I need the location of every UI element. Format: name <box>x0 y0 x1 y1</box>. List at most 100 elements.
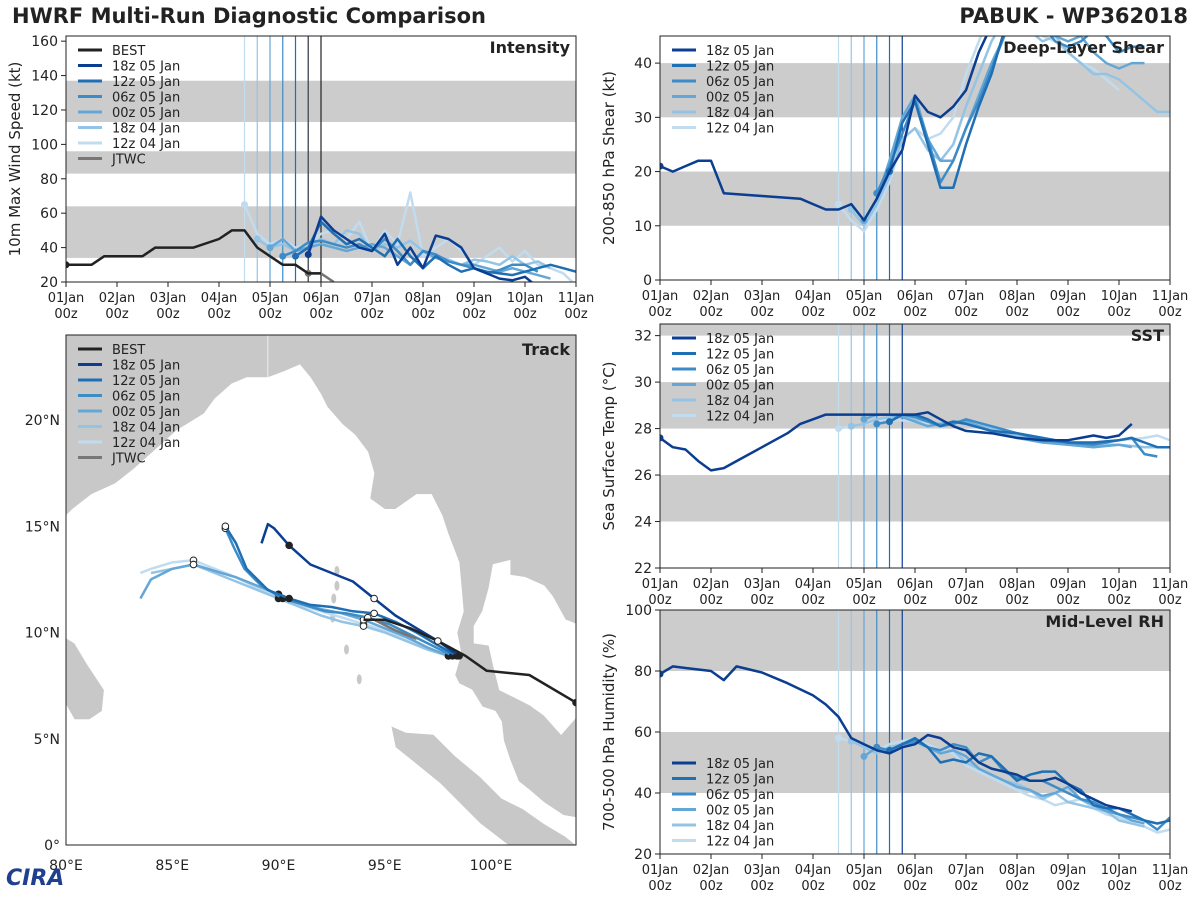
y-tick-label: 20 <box>634 165 652 181</box>
x-tick-label-hour: 00z <box>852 593 876 608</box>
series-start-point <box>835 734 842 742</box>
legend-label: 12z 05 Jan <box>706 60 774 75</box>
x-tick-label-hour: 00z <box>462 307 486 322</box>
x-tick-label-hour: 00z <box>1056 879 1080 894</box>
legend-label: 12z 05 Jan <box>706 348 774 363</box>
y-tick-label: 10 <box>634 219 652 235</box>
track-line-jtwc <box>373 618 418 641</box>
x-tick-label-day: 04Jan <box>201 291 238 306</box>
series-line-12z-04-jan <box>243 191 575 282</box>
y-tick-label: 80 <box>40 172 58 188</box>
y-tick-label: 20 <box>40 275 58 291</box>
chart-sst: 22242628303201Jan00z02Jan00z03Jan00z04Ja… <box>600 323 1188 608</box>
series-start-point <box>660 162 664 170</box>
x-tick-label-hour: 00z <box>750 305 774 320</box>
panel-title: Mid-Level RH <box>1045 612 1164 631</box>
island-5 <box>356 674 362 685</box>
y-tick-label: 80 <box>634 664 652 680</box>
series-line-18z-05-jan <box>660 665 1133 813</box>
track-line-18z-04-jan <box>150 563 449 658</box>
cira-logo-icon: CIRA <box>6 866 64 891</box>
x-tick-label-day: 07Jan <box>948 577 985 592</box>
legend-label: BEST <box>112 343 145 358</box>
x-tick-label-hour: 00z <box>54 307 78 322</box>
x-tick-label-day: 10Jan <box>507 291 544 306</box>
track-point <box>370 594 378 603</box>
shaded-band-1 <box>660 610 1170 671</box>
legend-label: 18z 04 Jan <box>112 122 180 137</box>
series-start-point <box>660 434 664 442</box>
x-tick-label-day: 02Jan <box>99 291 136 306</box>
x-tick-label-hour: 00z <box>156 307 180 322</box>
legend-label: 18z 04 Jan <box>706 819 774 834</box>
track-point <box>285 594 293 603</box>
x-tick-label-day: 02Jan <box>693 863 730 878</box>
x-tick-label-day: 01Jan <box>642 863 679 878</box>
x-tick-label-day: 11Jan <box>558 291 595 306</box>
x-tick-label-hour: 00z <box>903 305 927 320</box>
series-line-18z-05-jan <box>660 36 988 222</box>
series-line-12z-05-jan <box>294 220 576 277</box>
series-line-best <box>66 229 321 275</box>
plot-area <box>660 610 1170 854</box>
mainland-se-asia-land <box>267 335 576 818</box>
x-tick-label-hour: 00z <box>750 879 774 894</box>
series-start-point <box>66 261 70 269</box>
legend-label: 00z 05 Jan <box>706 804 774 819</box>
y-tick-label: 26 <box>634 468 652 484</box>
track-line-12z-04-jan <box>139 559 449 658</box>
legend-label: BEST <box>112 44 145 59</box>
y-tick-label: 40 <box>40 241 58 257</box>
chart-shear: 01020304001Jan00z02Jan00z03Jan00z04Jan00… <box>600 35 1188 320</box>
storm-title: PABUK - WP362018 <box>959 4 1188 28</box>
track-point <box>221 522 230 531</box>
y-axis-label: 10m Max Wind Speed (kt) <box>6 62 24 257</box>
series-line-12z-05-jan <box>888 736 1170 825</box>
legend-label: 00z 05 Jan <box>706 379 774 394</box>
x-tick-label-hour: 00z <box>1158 305 1182 320</box>
x-tick-label-day: 09Jan <box>1050 577 1087 592</box>
track-point <box>285 541 293 550</box>
panel-title: Intensity <box>490 38 571 57</box>
x-tick-label-day: 08Jan <box>999 577 1036 592</box>
y-tick-label: 30 <box>634 110 652 126</box>
y-tick-label: 100 <box>625 603 652 619</box>
track-point <box>572 698 576 707</box>
x-tick-label-day: 08Jan <box>999 289 1036 304</box>
x-tick-label-hour: 00z <box>258 307 282 322</box>
legend-label: 06z 05 Jan <box>706 75 774 90</box>
x-tick-label-hour: 00z <box>648 305 672 320</box>
y-axis-label: Sea Surface Temp (°C) <box>600 361 618 530</box>
x-tick-label-hour: 00z <box>1107 305 1131 320</box>
x-tick-label-hour: 00z <box>1056 305 1080 320</box>
shaded-band-0 <box>660 171 1170 226</box>
series-start-point <box>304 250 312 258</box>
x-tick-label-day: 05Jan <box>846 289 883 304</box>
legend-label: 18z 04 Jan <box>706 106 774 121</box>
x-tick-label-hour: 00z <box>1107 593 1131 608</box>
island-2 <box>331 593 337 604</box>
legend-label: 12z 04 Jan <box>112 436 180 451</box>
x-tick-label-day: 11Jan <box>1152 863 1189 878</box>
lat-tick-label: 10°N <box>25 626 60 642</box>
legend-label: 12z 05 Jan <box>112 75 180 90</box>
legend-label: 06z 05 Jan <box>112 390 180 405</box>
shaded-band-2 <box>660 324 1170 336</box>
series-start-point <box>886 418 893 426</box>
chart-intensity: 2040608010012014016001Jan00z02Jan00z03Ja… <box>6 34 595 322</box>
legend-label: JTWC <box>111 452 146 467</box>
legend-label: 00z 05 Jan <box>112 405 180 420</box>
lon-tick-label: 80°E <box>49 858 83 874</box>
x-tick-label-day: 09Jan <box>456 291 493 306</box>
map-frame <box>65 334 577 846</box>
series-start-point <box>279 252 287 260</box>
x-tick-label-hour: 00z <box>648 879 672 894</box>
chart-track: 80°E 85°E 90°E 95°E 100°E 0° 5°N 10°N 15°N 20°N Tr… <box>25 334 577 874</box>
x-tick-label-hour: 00z <box>1005 593 1029 608</box>
series-start-point <box>292 252 299 260</box>
x-tick-label-day: 04Jan <box>795 289 832 304</box>
series-start-point <box>660 670 664 678</box>
x-tick-label-hour: 00z <box>648 593 672 608</box>
panel-title: SST <box>1131 326 1164 345</box>
series-start-point <box>835 200 842 208</box>
